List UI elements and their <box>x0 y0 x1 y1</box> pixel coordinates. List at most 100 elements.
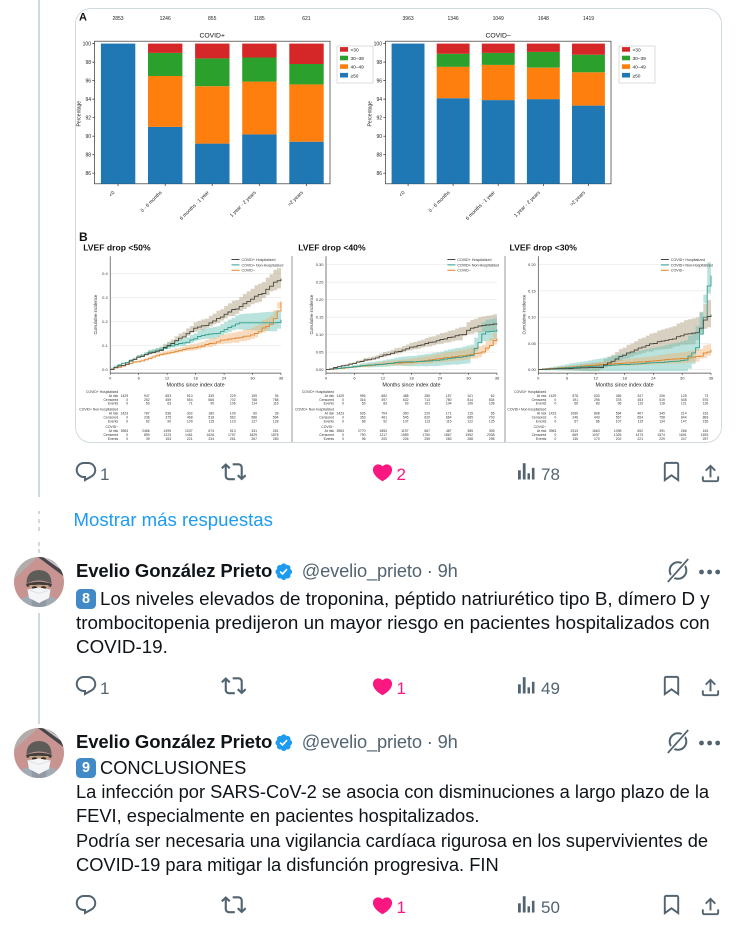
svg-text:713: 713 <box>424 398 430 402</box>
svg-text:0.3: 0.3 <box>102 295 108 300</box>
svg-text:100: 100 <box>374 41 383 47</box>
svg-text:0: 0 <box>342 433 344 437</box>
svg-text:COVID+ Hospitalized: COVID+ Hospitalized <box>671 258 705 262</box>
svg-text:1423: 1423 <box>549 412 557 416</box>
svg-text:0: 0 <box>126 433 128 437</box>
svg-text:At risk: At risk <box>325 412 335 416</box>
svg-text:353: 353 <box>360 415 366 419</box>
svg-text:83: 83 <box>383 402 387 406</box>
svg-text:50: 50 <box>146 402 150 406</box>
svg-text:200: 200 <box>381 437 387 441</box>
svg-text:1663: 1663 <box>592 429 600 433</box>
svg-text:<30: <30 <box>351 48 359 54</box>
svg-text:1693: 1693 <box>701 433 709 437</box>
svg-text:COVID−: COVID− <box>321 425 334 429</box>
svg-text:562: 562 <box>230 415 236 419</box>
svg-text:497: 497 <box>381 398 387 402</box>
svg-text:1069: 1069 <box>570 412 578 416</box>
svg-text:125: 125 <box>681 394 687 398</box>
svg-text:375: 375 <box>165 415 171 419</box>
svg-text:255: 255 <box>424 437 430 441</box>
svg-text:40–49: 40–49 <box>633 65 647 71</box>
svg-text:24: 24 <box>651 376 656 381</box>
svg-text:467: 467 <box>637 412 643 416</box>
svg-text:39: 39 <box>146 437 150 441</box>
svg-text:834: 834 <box>489 398 495 402</box>
svg-text:1651: 1651 <box>679 433 687 437</box>
svg-text:12: 12 <box>381 376 386 381</box>
svg-text:1037: 1037 <box>592 433 600 437</box>
svg-text:1750: 1750 <box>422 433 430 437</box>
svg-text:0: 0 <box>126 437 128 441</box>
svg-text:3963: 3963 <box>121 429 129 433</box>
svg-text:261: 261 <box>273 429 279 433</box>
svg-text:758: 758 <box>251 398 257 402</box>
svg-text:229: 229 <box>230 394 236 398</box>
svg-text:Events: Events <box>536 419 547 423</box>
svg-text:844: 844 <box>681 415 687 419</box>
svg-text:653: 653 <box>165 394 171 398</box>
svg-text:226: 226 <box>403 437 409 441</box>
svg-text:LVEF drop <30%: LVEF drop <30% <box>510 243 578 253</box>
svg-text:0: 0 <box>342 419 344 423</box>
svg-text:955: 955 <box>360 394 366 398</box>
svg-text:0.4: 0.4 <box>102 271 108 276</box>
svg-text:24: 24 <box>438 376 443 381</box>
svg-text:899: 899 <box>144 433 150 437</box>
svg-text:163: 163 <box>703 429 709 433</box>
svg-text:90: 90 <box>376 134 382 140</box>
svg-text:0: 0 <box>554 437 556 441</box>
svg-text:443: 443 <box>594 415 600 419</box>
svg-text:2466: 2466 <box>142 429 150 433</box>
svg-text:30: 30 <box>466 376 471 381</box>
svg-text:1878: 1878 <box>271 433 279 437</box>
svg-text:101: 101 <box>424 402 430 406</box>
svg-text:0: 0 <box>342 437 344 441</box>
svg-text:1648: 1648 <box>538 16 549 22</box>
svg-text:COVID−: COVID− <box>671 269 684 273</box>
svg-text:633: 633 <box>594 394 600 398</box>
svg-text:36: 36 <box>709 376 714 381</box>
svg-text:221: 221 <box>187 437 193 441</box>
svg-text:134: 134 <box>659 419 665 423</box>
svg-text:LVEF drop <40%: LVEF drop <40% <box>298 243 366 253</box>
svg-text:567: 567 <box>616 415 622 419</box>
svg-text:Events: Events <box>536 402 547 406</box>
svg-text:652: 652 <box>637 429 643 433</box>
svg-text:594: 594 <box>273 415 279 419</box>
svg-text:674: 674 <box>208 429 214 433</box>
svg-text:682: 682 <box>381 394 387 398</box>
svg-text:57: 57 <box>574 419 578 423</box>
svg-text:At risk: At risk <box>325 394 335 398</box>
svg-text:86: 86 <box>376 171 382 177</box>
svg-text:252: 252 <box>144 398 150 402</box>
svg-text:12: 12 <box>594 376 599 381</box>
svg-text:1429: 1429 <box>549 394 557 398</box>
svg-text:106: 106 <box>467 402 473 406</box>
svg-text:621: 621 <box>302 16 311 22</box>
svg-text:Censored: Censored <box>319 415 334 419</box>
svg-text:620: 620 <box>424 415 430 419</box>
svg-text:109: 109 <box>230 412 236 416</box>
svg-text:Months since index date: Months since index date <box>382 383 440 389</box>
svg-text:Percentage: Percentage <box>368 101 374 127</box>
svg-text:65: 65 <box>491 412 495 416</box>
svg-text:63: 63 <box>167 402 171 406</box>
svg-text:COVID−: COVID− <box>242 269 255 273</box>
svg-text:790: 790 <box>360 433 366 437</box>
svg-text:115: 115 <box>468 412 474 416</box>
svg-text:107: 107 <box>403 419 409 423</box>
svg-text:Censored: Censored <box>532 398 547 402</box>
svg-text:1325: 1325 <box>614 433 622 437</box>
svg-text:855: 855 <box>208 16 217 22</box>
svg-text:159: 159 <box>251 394 257 398</box>
svg-text:548: 548 <box>681 398 687 402</box>
svg-text:88: 88 <box>85 152 91 158</box>
svg-text:1423: 1423 <box>121 412 129 416</box>
svg-text:108: 108 <box>489 402 495 406</box>
svg-text:Events: Events <box>324 419 335 423</box>
svg-text:94: 94 <box>376 97 382 103</box>
svg-text:0: 0 <box>554 415 556 419</box>
svg-text:At risk: At risk <box>537 394 547 398</box>
svg-text:At risk: At risk <box>109 429 119 433</box>
